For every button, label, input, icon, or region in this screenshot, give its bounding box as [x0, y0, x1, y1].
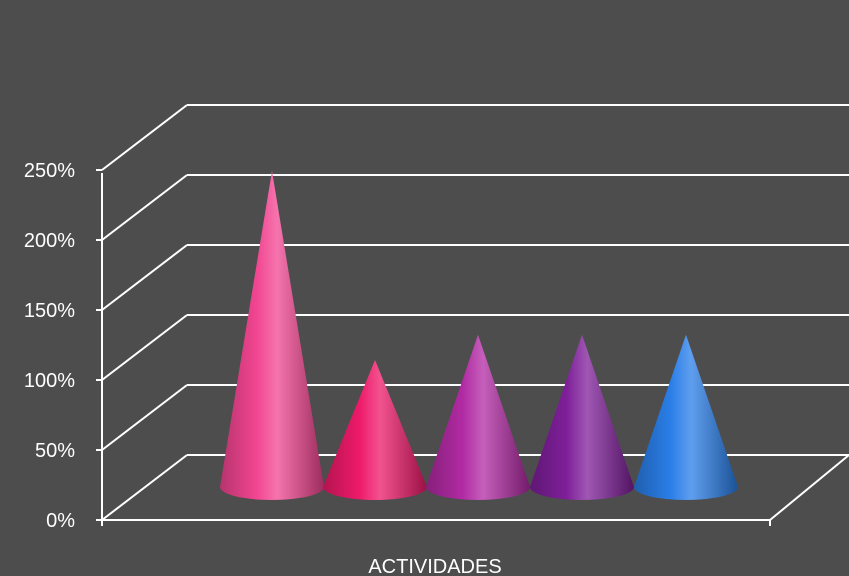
axes	[96, 169, 849, 526]
gridline-diagonal	[101, 384, 188, 451]
cone-3	[426, 334, 530, 500]
y-tick-label: 250%	[24, 160, 75, 182]
cone-body	[220, 171, 324, 500]
cone-2	[323, 360, 427, 500]
cone-body	[530, 334, 634, 500]
y-tick-labels: 0% 50% 100% 150% 200% 250%	[24, 160, 75, 532]
cone-body	[323, 360, 427, 500]
cone-body	[426, 334, 530, 500]
gridline-diagonal	[101, 454, 188, 521]
y-tick-label: 0%	[46, 510, 75, 532]
cone-1	[220, 171, 324, 500]
cone-4	[530, 334, 634, 500]
y-tick-label: 200%	[24, 230, 75, 252]
x-axis-title: ACTIVIDADES	[368, 556, 501, 576]
cone-body	[634, 334, 738, 500]
cone-5	[634, 334, 738, 500]
cone-series	[220, 171, 738, 500]
y-tick-label: 150%	[24, 300, 75, 322]
gridline-diagonal	[101, 174, 188, 241]
gridline-diagonal	[101, 314, 188, 381]
floor-right-edge	[769, 454, 849, 521]
gridline-diagonal	[101, 244, 188, 311]
y-tick-label: 50%	[35, 440, 75, 462]
y-tick-label: 100%	[24, 370, 75, 392]
gridline-diagonal	[101, 104, 188, 171]
